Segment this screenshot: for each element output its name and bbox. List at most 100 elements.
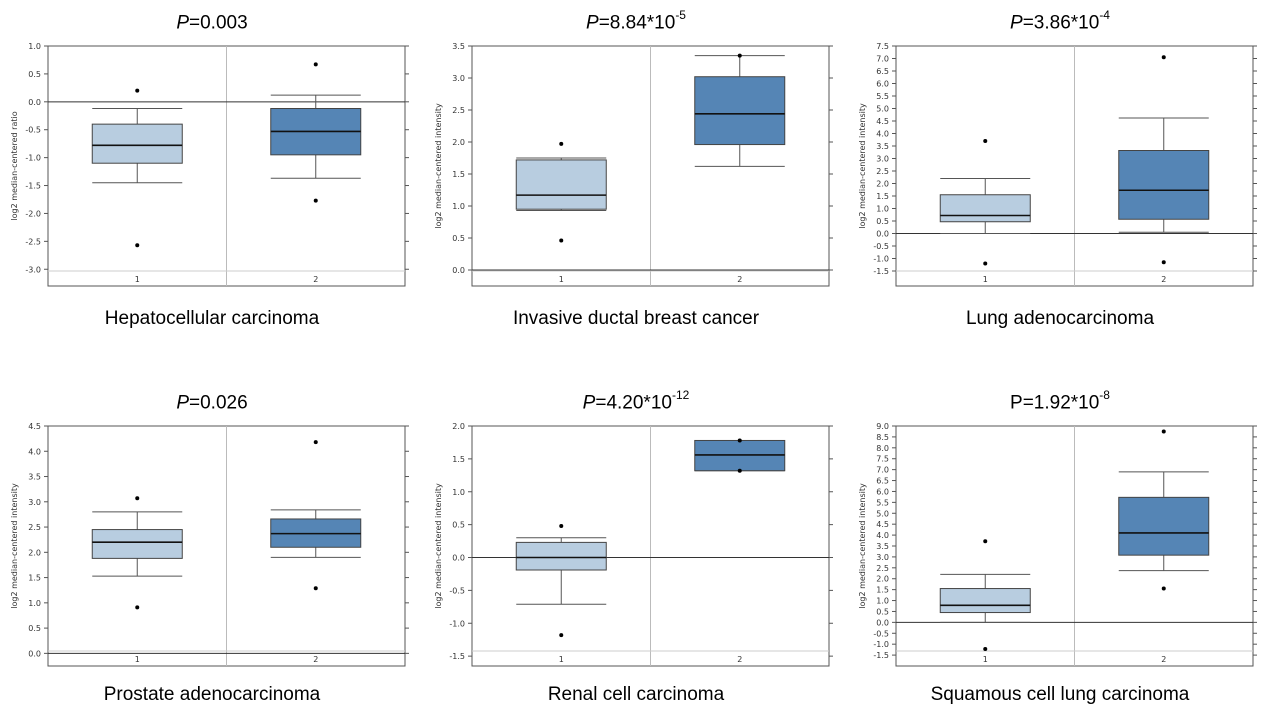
chart-title: P=8.84*10-5 <box>424 8 848 34</box>
y-tick-label: 1.0 <box>876 205 889 214</box>
y-tick-label: 3.0 <box>876 155 889 164</box>
y-tick-label: 6.0 <box>876 80 889 89</box>
chart-caption: Prostate adenocarcinoma <box>103 684 321 705</box>
y-tick-label: 2.0 <box>876 180 889 189</box>
outlier-point <box>135 496 140 501</box>
y-tick-label: 1.0 <box>876 597 889 606</box>
chart-title: P=0.003 <box>0 10 424 34</box>
box-group-1: 1 <box>91 88 183 284</box>
box <box>91 529 183 559</box>
y-tick-label: 1.5 <box>452 455 465 464</box>
y-tick-label: 1.5 <box>452 170 465 179</box>
y-tick-label: 1.0 <box>28 599 41 608</box>
y-tick-label: 1.0 <box>452 202 465 211</box>
y-tick-label: 0.5 <box>452 234 465 243</box>
y-tick-label: 3.5 <box>876 542 889 551</box>
plot-area: 4.5 4.0 3.5 3.0 2.5 2.0 1.5 1.0 0.5 0.0 log2 media… <box>10 422 409 667</box>
outlier-point <box>737 468 742 473</box>
y-tick-label: 7.5 <box>876 455 889 464</box>
title-rest: =0.026 <box>189 392 248 414</box>
y-tick-label: 7.5 <box>876 42 889 51</box>
y-tick-label: 2.5 <box>28 523 41 532</box>
outlier-point <box>1161 429 1166 434</box>
y-tick-label: 0.5 <box>876 607 889 616</box>
x-tick-label: 2 <box>1161 275 1166 284</box>
outlier-point <box>983 646 988 651</box>
y-tick-label: -2.5 <box>25 237 41 246</box>
y-tick-label: 5.0 <box>876 509 889 518</box>
chart-title: P=0.026 <box>0 390 424 414</box>
box-group-1: 1 <box>515 523 607 664</box>
y-tick-label: 1.0 <box>28 42 41 51</box>
box-group-2: 2 <box>1118 55 1210 284</box>
x-tick-label: 1 <box>559 655 564 664</box>
y-tick-label: -1.5 <box>25 182 41 191</box>
box <box>515 159 607 210</box>
y-axis-label: log2 median-centered intensity <box>858 483 867 609</box>
chart-panel-breast: P=8.84*10-5 3.5 3.0 2.5 2.0 1.5 1.0 0.5 0.0 log2… <box>424 0 848 340</box>
title-prefix: P <box>176 392 190 414</box>
outlier-point <box>983 139 988 143</box>
plot-area: 7.5 7.0 6.5 6.0 5.5 5.0 4.5 4.0 3.5 3.0 2.5 2.0 1.5 1… <box>858 42 1257 287</box>
title-rest: =0.003 <box>189 12 248 34</box>
y-axis-label: log2 median-centered intensity <box>434 483 443 609</box>
x-tick-label: 2 <box>313 655 318 664</box>
title-rest: P=1.92*10 <box>1010 392 1100 414</box>
box-plot: 2.0 1.5 1.0 0.5 0.0 -0.5 -1.0 -1.5 log2 median-c… <box>434 422 833 667</box>
x-tick-label: 1 <box>559 275 564 284</box>
title-prefix: P <box>1010 12 1023 34</box>
title-rest: =4.20*10 <box>595 392 672 414</box>
y-tick-label: 4.0 <box>876 531 889 540</box>
x-tick-label: 2 <box>1161 655 1166 664</box>
x-tick-label: 1 <box>983 655 988 664</box>
box-group-2: 2 <box>270 62 362 284</box>
chart-panel-hepatocellular: P=0.003 1.0 0.5 0.0 -0.5 -1.0 -1.5 -2.0 -2.5 -3.… <box>0 0 424 340</box>
outlier-point <box>1161 260 1166 265</box>
outlier-point <box>135 88 140 93</box>
y-tick-label: 2.0 <box>28 548 41 557</box>
outlier-point <box>983 261 988 266</box>
outlier-point <box>1161 55 1166 60</box>
y-tick-label: -0.5 <box>25 126 41 135</box>
y-tick-label: -3.0 <box>25 265 41 274</box>
y-tick-label: -2.0 <box>25 209 41 218</box>
box <box>1118 150 1210 220</box>
y-tick-label: 0.5 <box>28 624 41 633</box>
box-group-2: 2 <box>270 440 362 664</box>
y-tick-label: 3.5 <box>452 42 465 51</box>
y-tick-label: 1.0 <box>452 488 465 497</box>
y-tick-label: 0.0 <box>876 618 889 627</box>
title-rest: =3.86*10 <box>1022 12 1100 34</box>
box-plot: 1.0 0.5 0.0 -0.5 -1.0 -1.5 -2.0 -2.5 -3.0 log2 me… <box>10 42 409 287</box>
title-exponent: -12 <box>671 388 690 402</box>
box <box>939 588 1031 614</box>
y-tick-label: 0.0 <box>452 554 465 563</box>
box-group-2: 2 <box>694 438 786 664</box>
title-prefix: P <box>586 12 599 34</box>
y-tick-label: 4.5 <box>876 117 889 126</box>
outlier-point <box>313 440 318 445</box>
outlier-point <box>135 605 140 610</box>
y-tick-label: 0.0 <box>28 649 41 658</box>
y-tick-label: 2.0 <box>452 422 465 431</box>
box-plot: 4.5 4.0 3.5 3.0 2.5 2.0 1.5 1.0 0.5 0.0 log2 media… <box>10 422 409 667</box>
plot-area: 3.5 3.0 2.5 2.0 1.5 1.0 0.5 0.0 log2 median-cent… <box>434 42 833 287</box>
outlier-point <box>559 238 564 243</box>
chart-panel-prostate: P=0.026 4.5 4.0 3.5 3.0 2.5 2.0 1.5 1.0 0.5 0.0 lo… <box>0 380 424 713</box>
y-tick-label: -1.5 <box>873 267 889 276</box>
chart-title: P=3.86*10-4 <box>848 8 1272 34</box>
y-tick-label: 3.0 <box>28 498 41 507</box>
y-tick-label: 0.0 <box>876 230 889 239</box>
y-tick-label: 2.5 <box>876 167 889 176</box>
y-tick-label: 8.0 <box>876 444 889 453</box>
box-group-2: 2 <box>694 53 786 284</box>
y-tick-label: 8.5 <box>876 433 889 442</box>
title-exponent: -5 <box>675 8 686 22</box>
plot-area: 1.0 0.5 0.0 -0.5 -1.0 -1.5 -2.0 -2.5 -3.0 log2 me… <box>10 42 409 287</box>
y-tick-label: 2.5 <box>876 564 889 573</box>
y-tick-label: 5.0 <box>876 105 889 114</box>
y-tick-label: -1.0 <box>25 154 41 163</box>
y-axis-label: log2 median-centered intensity <box>10 483 19 609</box>
plot-area: 9.0 8.5 8.0 7.5 7.0 6.56.0 5.5 5.0 4.5 4.0 3.5 3.0 2… <box>858 422 1257 667</box>
y-axis-label: log2 median-centered intensity <box>434 103 443 229</box>
